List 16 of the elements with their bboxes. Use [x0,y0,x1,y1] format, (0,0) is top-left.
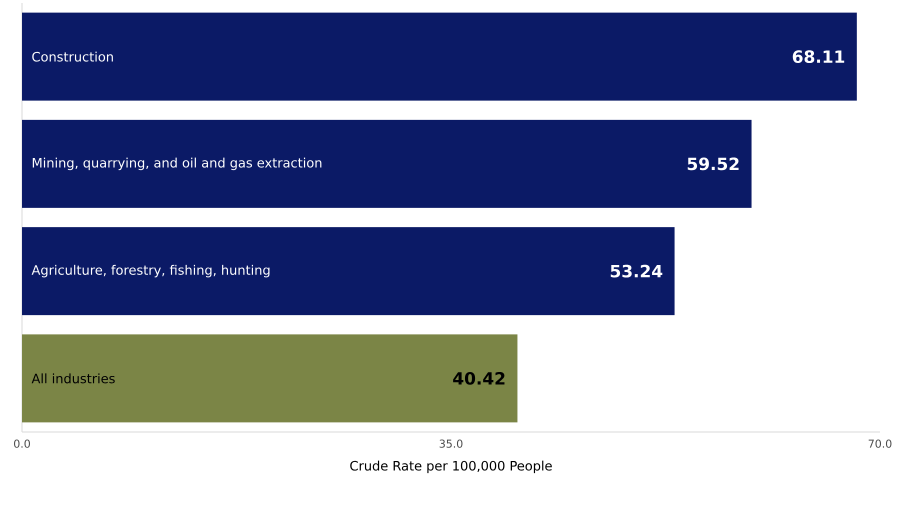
bar [22,12,857,101]
y-tick-label: Construction [32,52,113,62]
x-tick-label: 35.0 [440,440,462,448]
y-tick-label: All industries [32,373,115,384]
data-label: 53.24 [610,264,662,278]
y-tick-label: Agriculture, forestry, fishing, hunting [32,264,270,278]
bar [22,334,518,422]
data-label: 59.52 [688,157,739,170]
bar [22,227,675,316]
x-tick-label: 70.0 [868,440,892,448]
data-label: 40.42 [453,372,504,385]
data-label: 68.11 [792,50,844,64]
y-tick-label: Mining, quarrying, and oil and gas extraction [32,158,322,170]
x-tick-label: 0.0 [14,440,30,448]
x-axis-title: Crude Rate per 100,000 People [350,460,552,474]
bar [22,120,752,208]
